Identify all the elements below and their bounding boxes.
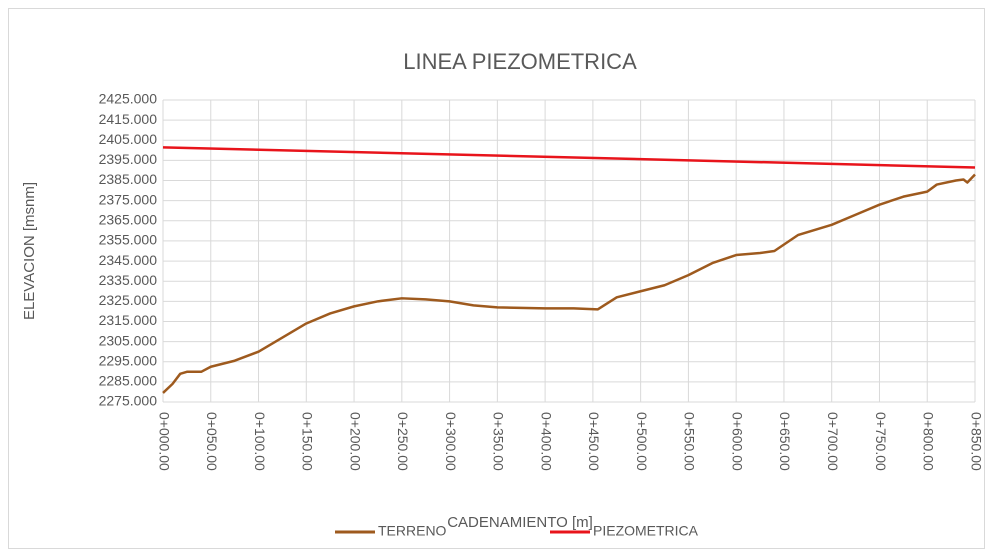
- x-tick-label: 0+650.00: [777, 412, 793, 471]
- chart-frame: [8, 8, 985, 549]
- x-tick-label: 0+700.00: [825, 412, 841, 471]
- x-tick-label: 0+850.00: [968, 412, 984, 471]
- y-tick-label: 2405.000: [99, 131, 158, 147]
- y-tick-label: 2315.000: [99, 312, 158, 328]
- x-tick-label: 0+150.00: [300, 412, 316, 471]
- y-tick-label: 2355.000: [99, 232, 158, 248]
- series-line: [162, 173, 976, 394]
- y-tick-label: 2365.000: [99, 212, 158, 228]
- x-tick-label: 0+200.00: [347, 412, 363, 471]
- y-tick-label: 2325.000: [99, 292, 158, 308]
- x-tick-label: 0+600.00: [729, 412, 745, 471]
- legend-label: PIEZOMETRICA: [593, 523, 699, 539]
- y-tick-label: 2305.000: [99, 332, 158, 348]
- x-tick-label: 0+500.00: [634, 412, 650, 471]
- y-tick-label: 2335.000: [99, 272, 158, 288]
- y-tick-label: 2425.000: [99, 91, 158, 107]
- x-tick-label: 0+300.00: [443, 412, 459, 471]
- x-tick-label: 0+450.00: [586, 412, 602, 471]
- x-tick-label: 0+350.00: [491, 412, 507, 471]
- x-tick-label: 0+000.00: [156, 412, 172, 471]
- legend-label: TERRENO: [378, 523, 447, 539]
- x-tick-label: 0+750.00: [873, 412, 889, 471]
- x-tick-label: 0+100.00: [252, 412, 268, 471]
- y-tick-label: 2295.000: [99, 352, 158, 368]
- x-tick-label: 0+050.00: [204, 412, 220, 471]
- y-tick-label: 2375.000: [99, 191, 158, 207]
- chart-title: LINEA PIEZOMETRICA: [403, 49, 637, 74]
- x-tick-label: 0+250.00: [395, 412, 411, 471]
- y-tick-label: 2275.000: [99, 393, 158, 409]
- x-axis-label: CADENAMIENTO [m]: [447, 514, 593, 531]
- x-tick-label: 0+550.00: [682, 412, 698, 471]
- x-tick-label: 0+400.00: [538, 412, 554, 471]
- y-axis-label: ELEVACION [msnm]: [21, 182, 38, 320]
- y-tick-label: 2285.000: [99, 373, 158, 389]
- y-tick-label: 2385.000: [99, 171, 158, 187]
- series-line: [162, 146, 976, 169]
- x-tick-label: 0+800.00: [921, 412, 937, 471]
- y-tick-label: 2415.000: [99, 111, 158, 127]
- y-tick-label: 2345.000: [99, 252, 158, 268]
- y-tick-label: 2395.000: [99, 151, 158, 167]
